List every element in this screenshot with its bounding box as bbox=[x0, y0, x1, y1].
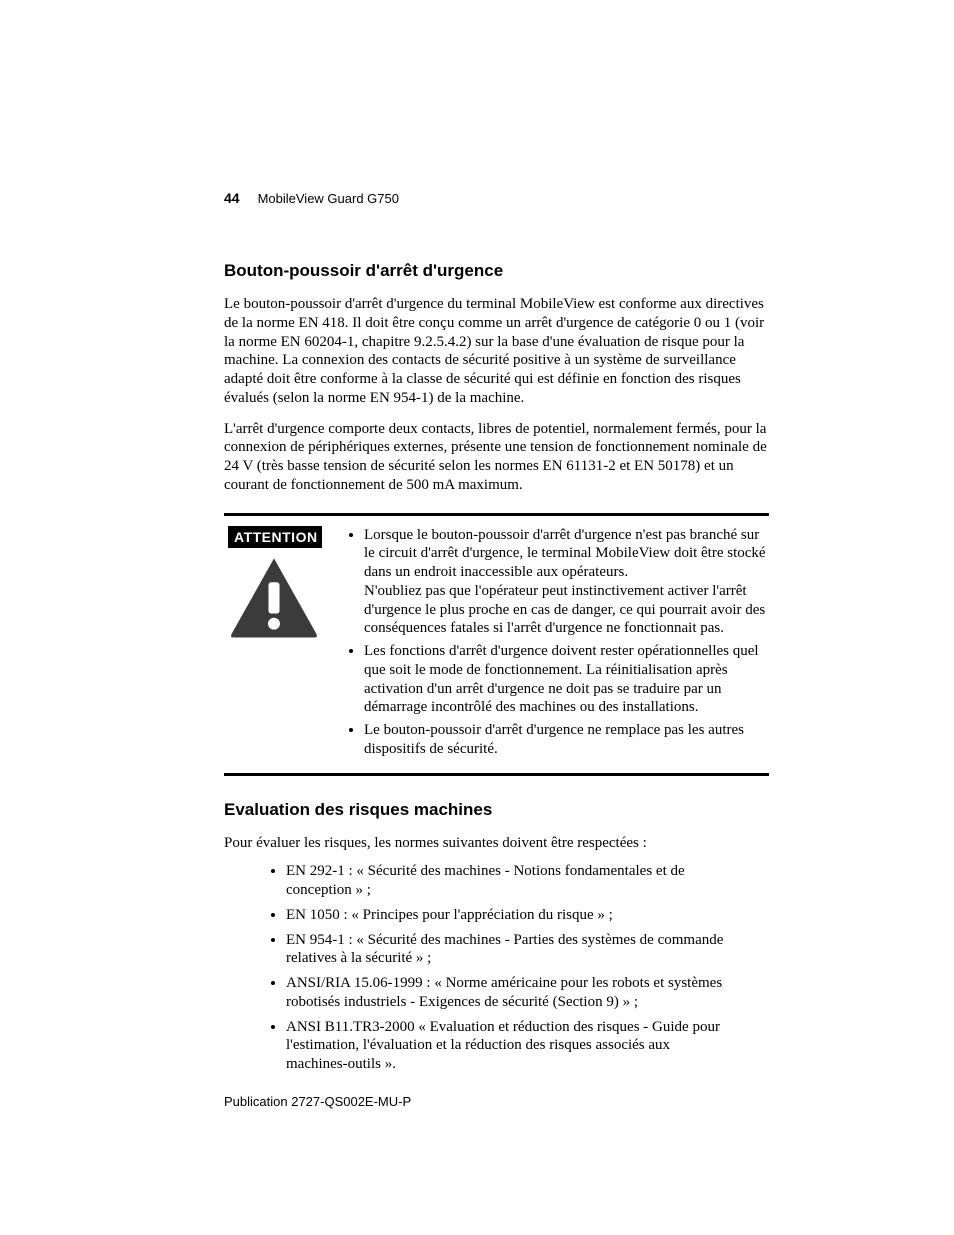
page-number: 44 bbox=[224, 190, 240, 206]
body-paragraph: Le bouton-poussoir d'arrêt d'urgence du … bbox=[224, 295, 769, 408]
list-item: Lorsque le bouton-poussoir d'arrêt d'urg… bbox=[364, 526, 769, 639]
divider bbox=[224, 513, 769, 516]
attention-left-column: ATTENTION bbox=[228, 526, 346, 643]
section-heading-estop: Bouton-poussoir d'arrêt d'urgence bbox=[224, 261, 769, 281]
list-item: Le bouton-poussoir d'arrêt d'urgence ne … bbox=[364, 721, 769, 759]
list-item: EN 292-1 : « Sécurité des machines - Not… bbox=[286, 862, 769, 900]
page-content: 44 MobileView Guard G750 Bouton-poussoir… bbox=[0, 0, 954, 1109]
body-paragraph: L'arrêt d'urgence comporte deux contacts… bbox=[224, 420, 769, 495]
divider bbox=[224, 773, 769, 776]
section-heading-risk: Evaluation des risques machines bbox=[224, 800, 769, 820]
page-header: 44 MobileView Guard G750 bbox=[224, 190, 769, 206]
body-paragraph: Pour évaluer les risques, les normes sui… bbox=[224, 834, 769, 853]
list-item: EN 954-1 : « Sécurité des machines - Par… bbox=[286, 931, 769, 969]
list-item: ANSI B11.TR3-2000 « Evaluation et réduct… bbox=[286, 1018, 769, 1074]
attention-label: ATTENTION bbox=[228, 526, 322, 548]
list-item: EN 1050 : « Principes pour l'appréciatio… bbox=[286, 906, 769, 925]
warning-triangle-icon bbox=[228, 556, 320, 638]
attention-right-column: Lorsque le bouton-poussoir d'arrêt d'urg… bbox=[346, 526, 769, 763]
attention-list: Lorsque le bouton-poussoir d'arrêt d'urg… bbox=[346, 526, 769, 759]
norms-list: EN 292-1 : « Sécurité des machines - Not… bbox=[224, 862, 769, 1074]
header-title: MobileView Guard G750 bbox=[258, 191, 399, 206]
list-item: Les fonctions d'arrêt d'urgence doivent … bbox=[364, 642, 769, 717]
publication-footer: Publication 2727-QS002E-MU-P bbox=[224, 1094, 769, 1109]
list-item: ANSI/RIA 15.06-1999 : « Norme américaine… bbox=[286, 974, 769, 1012]
section-risk-evaluation: Evaluation des risques machines Pour éva… bbox=[224, 800, 769, 1074]
attention-block: ATTENTION Lorsque le bouton-poussoir d'a… bbox=[224, 526, 769, 763]
